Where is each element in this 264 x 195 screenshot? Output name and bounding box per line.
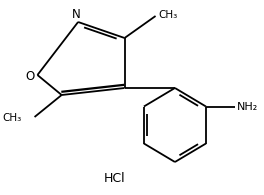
Text: N: N [72,9,81,21]
Text: CH₃: CH₃ [3,113,22,123]
Text: O: O [25,69,34,82]
Text: NH₂: NH₂ [237,102,258,112]
Text: HCl: HCl [104,171,126,184]
Text: CH₃: CH₃ [158,10,178,20]
